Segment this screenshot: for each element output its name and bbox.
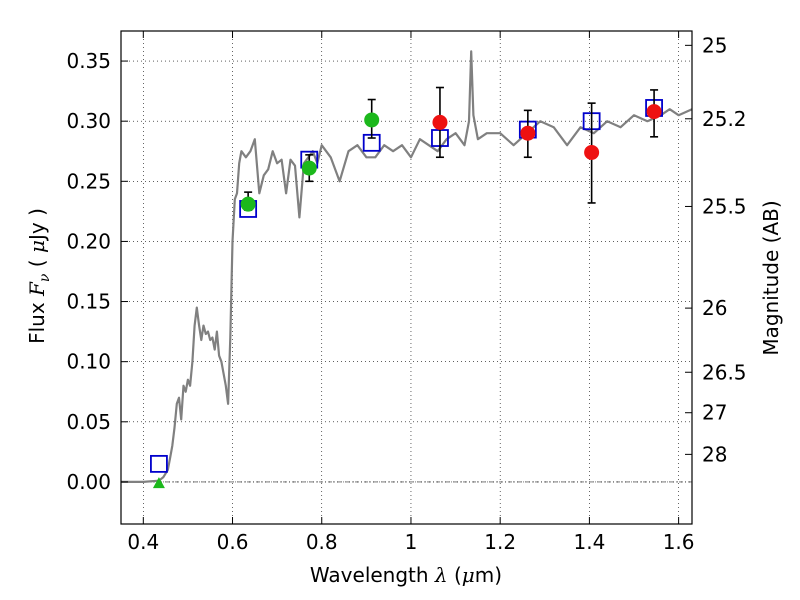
y2-tick-label: 25 [702,33,727,57]
photometry-points [150,86,663,489]
y2-tick-label: 27 [702,401,727,425]
y-tick-label: 0.30 [66,109,111,133]
y-tick-label: 0.00 [66,470,111,494]
y-tick-label: 0.15 [66,290,111,314]
observed-point [520,125,536,141]
y2-tick-label: 26.5 [702,360,747,384]
y2-tick-labels: 25 25.2 25.5 26 26.5 27 28 [702,33,747,466]
x-tick-label: 1.6 [663,530,695,554]
upper-limit-triangle [152,477,165,489]
y-tick-label: 0.05 [66,410,111,434]
y2-tick-label: 25.2 [702,107,747,131]
plot-frame [120,30,693,525]
y-tick-label: 0.35 [66,49,111,73]
y-tick-label: 0.20 [66,229,111,253]
y-tick-label: 0.10 [66,350,111,374]
y-axis-label: Flux Fν ( μJy ) [25,208,53,344]
x-tick-label: 0.8 [306,530,338,554]
x-axis-label: Wavelength λ (μm) [310,563,502,587]
y2-tick-label: 28 [702,442,727,466]
y2-axis-label: Magnitude (AB) [759,200,783,355]
observed-point [301,160,317,176]
observed-point [432,114,448,130]
x-tick-labels: 0.4 0.6 0.8 1 1.2 1.4 1.6 [127,530,694,554]
observed-point [240,196,256,212]
observed-point [584,144,600,160]
y-tick-labels: 0.00 0.05 0.10 0.15 0.20 0.25 0.30 0.35 [66,49,111,494]
axis-ticks [121,31,692,524]
model-square-point [150,454,168,473]
x-tick-label: 0.4 [127,530,159,554]
x-tick-label: 1 [405,530,418,554]
observed-point [646,104,662,120]
y2-tick-label: 26 [702,296,727,320]
model-spectrum-line [121,50,693,483]
y2-tick-label: 25.5 [702,194,747,218]
x-tick-label: 1.4 [573,530,605,554]
y-tick-label: 0.25 [66,169,111,193]
observed-point [364,112,380,128]
x-tick-label: 1.2 [484,530,516,554]
x-tick-label: 0.6 [217,530,249,554]
